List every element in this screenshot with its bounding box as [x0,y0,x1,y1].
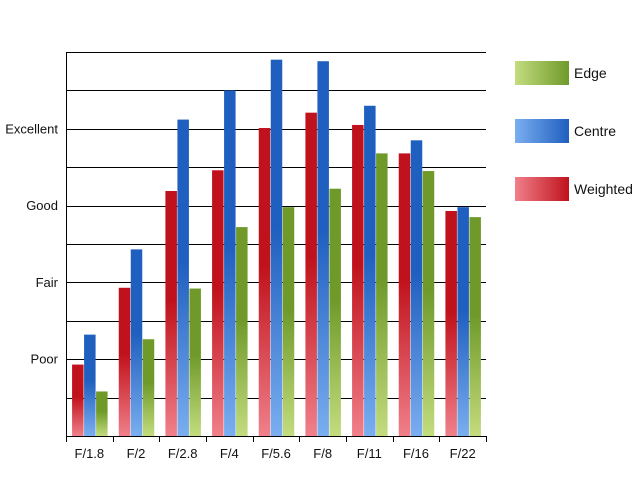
axes [66,52,487,442]
bar-weighted-7 [398,153,411,436]
bar-edge-2 [189,288,201,436]
bar-weighted-3 [212,170,224,436]
x-tick-label: F/2 [127,446,146,461]
bar-edge-4 [282,207,295,436]
legend-label-centre: Centre [574,123,616,139]
legend-swatch-edge [515,61,569,85]
legend-label-weighted: Weighted [574,181,633,197]
bar-centre-5 [317,61,329,436]
bar-centre-4 [270,59,283,437]
x-tick-label: F/5.6 [261,446,291,461]
legend-swatch-weighted [515,177,569,201]
y-tick-labels: Poor Fair Good Excellent [5,121,58,366]
legend: Edge Centre Weighted [515,61,633,201]
bar-edge-8 [469,217,481,436]
x-tick-label: F/8 [313,446,332,461]
x-tick-label: F/2.8 [168,446,198,461]
y-tick-label: Good [26,198,58,213]
bars [72,59,481,437]
bar-weighted-5 [305,112,317,437]
bar-edge-6 [376,153,388,436]
legend-label-edge: Edge [574,65,607,81]
y-tick-label: Poor [31,352,59,367]
x-tick-label: F/16 [403,446,429,461]
bar-edge-3 [236,227,248,436]
bar-weighted-2 [165,191,177,436]
bar-edge-1 [142,339,155,436]
bar-edge-7 [422,171,435,437]
bar-weighted-1 [118,287,131,436]
bar-centre-3 [224,90,236,437]
y-tick-label: Excellent [5,121,58,136]
bar-centre-7 [410,140,423,436]
x-tick-label: F/11 [357,446,382,461]
bar-centre-2 [177,119,189,436]
x-tick-labels: F/1.8 F/2 F/2.8 F/4 F/5.6 F/8 F/11 F/16 F/22 [75,446,476,461]
bar-edge-0 [96,391,108,436]
x-tick-label: F/1.8 [75,446,105,461]
bar-centre-8 [457,207,469,436]
bar-weighted-0 [72,364,84,436]
bar-centre-6 [364,105,376,436]
bar-weighted-8 [445,210,457,436]
x-tick-label: F/4 [220,446,239,461]
x-tick-label: F/22 [450,446,476,461]
bar-edge-5 [329,188,341,436]
bar-centre-1 [130,249,143,436]
legend-swatch-centre [515,119,569,143]
bar-weighted-6 [352,124,364,437]
bar-centre-0 [84,334,96,436]
y-tick-label: Fair [36,275,59,290]
bar-weighted-4 [258,128,271,436]
